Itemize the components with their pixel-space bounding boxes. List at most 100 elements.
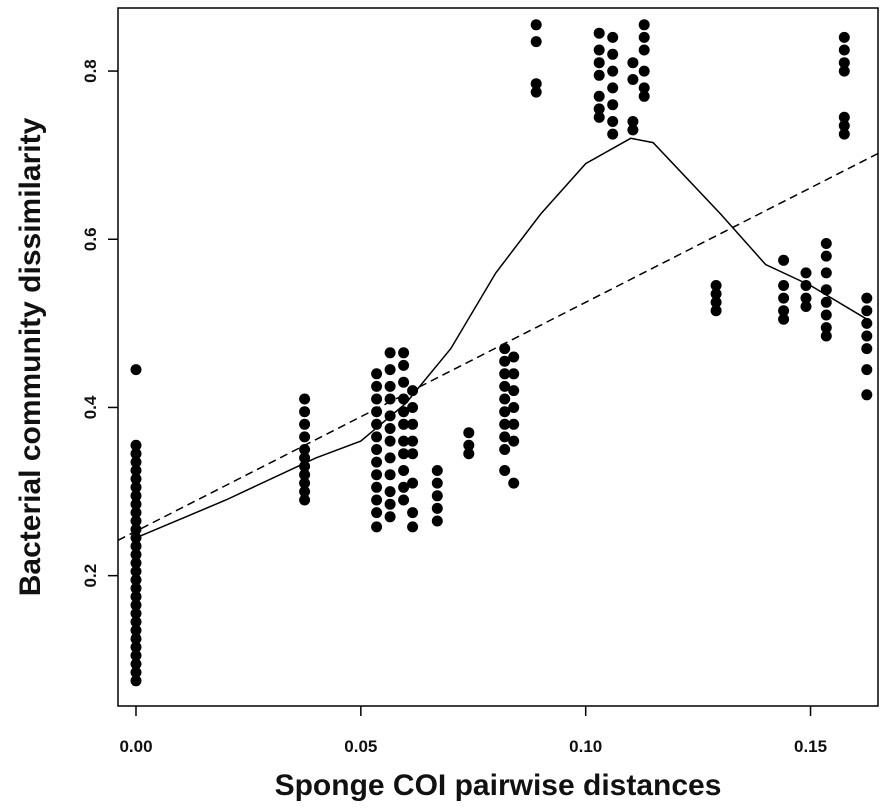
data-point bbox=[130, 465, 142, 476]
data-point bbox=[838, 57, 850, 69]
y-tick-label: 0.2 bbox=[81, 564, 100, 588]
data-point bbox=[838, 120, 850, 132]
data-point bbox=[778, 292, 790, 304]
data-point bbox=[371, 507, 383, 519]
data-point bbox=[130, 650, 142, 661]
data-point bbox=[530, 36, 542, 48]
data-point bbox=[398, 406, 410, 418]
data-point bbox=[407, 418, 419, 430]
data-point bbox=[710, 280, 722, 291]
data-point bbox=[371, 393, 383, 405]
data-point bbox=[508, 435, 520, 447]
data-point bbox=[530, 78, 542, 90]
data-point bbox=[838, 65, 850, 77]
data-point bbox=[499, 406, 511, 418]
data-point bbox=[607, 48, 619, 60]
data-point bbox=[130, 490, 142, 502]
data-point bbox=[508, 418, 520, 430]
data-point bbox=[407, 448, 419, 460]
data-point bbox=[371, 481, 383, 493]
data-point bbox=[398, 359, 410, 371]
data-point bbox=[778, 305, 790, 317]
data-point bbox=[384, 364, 396, 376]
data-point bbox=[463, 427, 475, 439]
data-point bbox=[499, 431, 511, 443]
linear-fit-line bbox=[117, 152, 879, 541]
data-point bbox=[508, 351, 520, 363]
data-point bbox=[820, 330, 832, 342]
data-point bbox=[130, 456, 142, 468]
data-point bbox=[593, 44, 605, 56]
y-tick-label: 0.8 bbox=[81, 59, 100, 83]
data-point bbox=[398, 481, 410, 493]
data-point bbox=[384, 452, 396, 464]
data-point bbox=[398, 376, 410, 388]
data-point bbox=[299, 452, 311, 464]
data-points bbox=[130, 19, 873, 687]
data-point bbox=[299, 418, 311, 430]
data-point bbox=[820, 309, 832, 321]
data-point bbox=[861, 317, 873, 329]
data-point bbox=[130, 498, 142, 510]
data-point bbox=[463, 439, 475, 451]
data-point bbox=[384, 347, 396, 359]
data-point bbox=[861, 389, 873, 401]
data-point bbox=[710, 288, 722, 300]
data-point bbox=[299, 460, 311, 472]
data-point bbox=[130, 666, 142, 678]
data-point bbox=[499, 393, 511, 405]
data-point bbox=[820, 250, 832, 262]
data-point bbox=[593, 111, 605, 123]
data-point bbox=[130, 481, 142, 493]
data-point bbox=[593, 57, 605, 69]
data-point bbox=[627, 74, 639, 85]
data-point bbox=[130, 364, 142, 376]
data-point bbox=[508, 402, 520, 413]
data-point bbox=[299, 406, 311, 418]
data-point bbox=[607, 65, 619, 77]
x-tick-label: 0.00 bbox=[119, 737, 152, 756]
y-tick-label: 0.6 bbox=[81, 227, 100, 251]
data-point bbox=[130, 565, 142, 577]
data-point bbox=[499, 444, 511, 455]
data-point bbox=[627, 124, 639, 136]
data-point bbox=[820, 296, 832, 308]
data-point bbox=[638, 44, 650, 56]
data-point bbox=[407, 507, 419, 519]
data-point bbox=[508, 477, 520, 489]
data-point bbox=[499, 380, 511, 392]
data-point bbox=[407, 402, 419, 413]
y-tick-label: 0.4 bbox=[81, 395, 100, 419]
data-point bbox=[627, 57, 639, 69]
data-point bbox=[530, 19, 542, 31]
data-point bbox=[607, 116, 619, 127]
data-point bbox=[130, 582, 142, 594]
data-point bbox=[130, 549, 142, 561]
data-point bbox=[838, 128, 850, 140]
data-point bbox=[593, 103, 605, 115]
plot-frame bbox=[117, 7, 879, 707]
data-point bbox=[638, 82, 650, 94]
data-point bbox=[398, 448, 410, 460]
data-point bbox=[508, 368, 520, 380]
data-point bbox=[431, 465, 443, 476]
data-point bbox=[800, 267, 812, 279]
data-point bbox=[638, 65, 650, 77]
data-point bbox=[407, 477, 419, 489]
data-point bbox=[778, 254, 790, 266]
data-point bbox=[384, 435, 396, 447]
data-point bbox=[384, 423, 396, 434]
data-point bbox=[130, 599, 142, 611]
data-point bbox=[499, 343, 511, 355]
data-point bbox=[299, 469, 311, 481]
data-point bbox=[371, 444, 383, 455]
data-point bbox=[431, 515, 443, 527]
data-point bbox=[593, 90, 605, 102]
data-point bbox=[384, 498, 396, 510]
data-point bbox=[130, 507, 142, 519]
data-point bbox=[499, 418, 511, 430]
data-point bbox=[800, 292, 812, 304]
data-point bbox=[508, 385, 520, 397]
data-point bbox=[371, 494, 383, 506]
data-point bbox=[130, 624, 142, 636]
